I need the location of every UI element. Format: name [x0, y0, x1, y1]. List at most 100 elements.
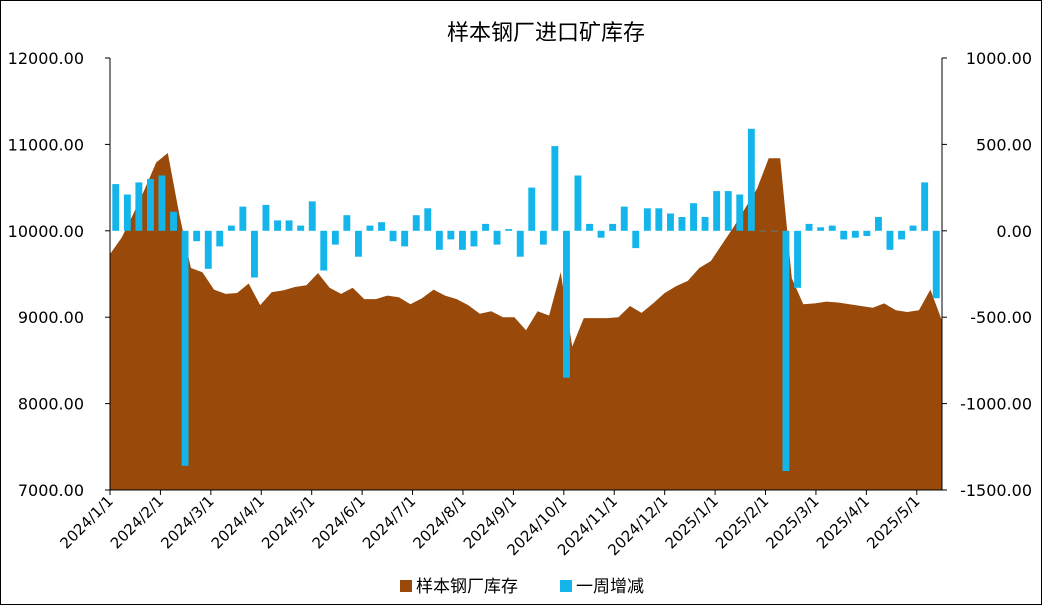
weekly-change-bar — [817, 227, 825, 231]
legend-swatch-inventory — [400, 580, 412, 592]
right-tick-label: -1000.00 — [960, 395, 1032, 414]
x-tick-label: 2024/2/1 — [107, 492, 167, 552]
chart-title: 样本钢厂进口矿库存 — [447, 21, 645, 46]
weekly-change-bar — [886, 230, 894, 250]
weekly-change-bar — [378, 222, 385, 231]
weekly-change-bar — [482, 223, 489, 231]
weekly-change-bar — [851, 230, 859, 238]
weekly-change-bar — [747, 128, 755, 231]
x-tick-label: 2024/6/1 — [309, 492, 369, 552]
weekly-change-bar — [251, 230, 258, 278]
weekly-change-bar — [320, 230, 328, 271]
right-tick-label: 500.00 — [976, 135, 1032, 154]
right-tick-label: -500.00 — [970, 308, 1032, 327]
weekly-change-bar — [539, 230, 547, 245]
weekly-change-bar — [528, 187, 536, 231]
weekly-change-bar — [690, 203, 697, 231]
weekly-change-bar — [516, 230, 524, 257]
weekly-change-bar — [898, 230, 905, 240]
right-tick-label: 0.00 — [996, 222, 1032, 241]
weekly-change-bar — [609, 223, 617, 231]
weekly-change-bar — [366, 225, 374, 231]
weekly-change-bar — [586, 223, 593, 231]
weekly-change-bar — [193, 230, 201, 242]
legend-label-weekly-change: 一周增减 — [576, 577, 644, 597]
weekly-change-bar — [239, 206, 247, 231]
inventory-area — [110, 153, 942, 490]
weekly-change-bar — [181, 230, 189, 466]
left-tick-label: 9000.00 — [18, 308, 84, 327]
weekly-change-bar — [135, 182, 143, 231]
x-tick-label: 2024/7/1 — [359, 492, 419, 552]
weekly-change-bar — [805, 223, 813, 231]
legend-swatch-weekly-change — [560, 580, 572, 592]
area-layer — [110, 153, 942, 490]
left-tick-label: 12000.00 — [8, 49, 84, 68]
weekly-change-bar — [170, 211, 177, 231]
weekly-change-bar — [759, 230, 767, 232]
weekly-change-bar — [435, 230, 443, 250]
weekly-change-bar — [158, 175, 166, 231]
weekly-change-bar — [285, 220, 293, 231]
weekly-change-bar — [597, 230, 605, 238]
weekly-change-bar — [447, 230, 455, 240]
weekly-change-bar — [736, 194, 744, 231]
weekly-change-bar — [724, 191, 732, 231]
weekly-change-bar — [875, 217, 882, 231]
weekly-change-bar — [401, 230, 409, 247]
x-tick-label: 2025/3/1 — [762, 492, 822, 552]
weekly-change-bar — [794, 230, 801, 288]
weekly-change-bar — [262, 204, 270, 231]
x-tick-label: 2024/8/1 — [409, 492, 469, 552]
weekly-change-bar — [424, 208, 432, 231]
x-tick-label: 2024/3/1 — [157, 492, 217, 552]
weekly-change-bar — [840, 230, 848, 240]
right-tick-label: 1000.00 — [966, 49, 1032, 68]
weekly-change-bar — [574, 175, 582, 231]
weekly-change-bar — [667, 213, 674, 231]
weekly-change-bar — [389, 230, 397, 242]
weekly-change-bar — [343, 215, 351, 231]
weekly-change-bar — [331, 230, 339, 245]
weekly-change-bar — [470, 230, 478, 247]
weekly-change-bar — [112, 184, 120, 231]
weekly-change-bar — [771, 230, 778, 232]
weekly-change-bar — [355, 230, 362, 257]
x-tick-label: 2025/1/1 — [662, 492, 722, 552]
weekly-change-bar — [227, 225, 235, 231]
bar-layer — [112, 128, 940, 471]
weekly-change-bar — [551, 146, 559, 231]
weekly-change-bar — [412, 215, 420, 231]
weekly-change-bar — [643, 208, 651, 231]
left-tick-label: 8000.00 — [18, 395, 84, 414]
left-tick-label: 11000.00 — [8, 135, 84, 154]
weekly-change-bar — [297, 225, 305, 231]
left-tick-label: 10000.00 — [8, 222, 84, 241]
weekly-change-bar — [655, 208, 663, 231]
weekly-change-bar — [563, 230, 570, 378]
weekly-change-bar — [216, 230, 224, 247]
weekly-change-bar — [932, 230, 940, 299]
weekly-change-bar — [274, 220, 281, 231]
x-tick-label: 2025/2/1 — [712, 492, 772, 552]
weekly-change-bar — [505, 229, 513, 231]
weekly-change-bar — [308, 201, 316, 231]
weekly-change-bar — [620, 206, 628, 231]
weekly-change-bar — [123, 194, 131, 231]
weekly-change-bar — [909, 225, 917, 231]
x-tick-label: 2024/1/1 — [56, 492, 116, 552]
weekly-change-bar — [632, 230, 640, 249]
weekly-change-bar — [147, 179, 154, 231]
weekly-change-bar — [921, 182, 929, 231]
right-tick-label: -1500.00 — [960, 481, 1032, 500]
weekly-change-bar — [701, 217, 709, 231]
left-tick-label: 7000.00 — [18, 481, 84, 500]
weekly-change-bar — [782, 230, 790, 471]
weekly-change-bar — [678, 217, 686, 231]
weekly-change-bar — [459, 230, 466, 250]
x-tick-label: 2024/5/1 — [258, 492, 318, 552]
x-tick-label: 2024/4/1 — [208, 492, 268, 552]
weekly-change-bar — [493, 230, 501, 245]
